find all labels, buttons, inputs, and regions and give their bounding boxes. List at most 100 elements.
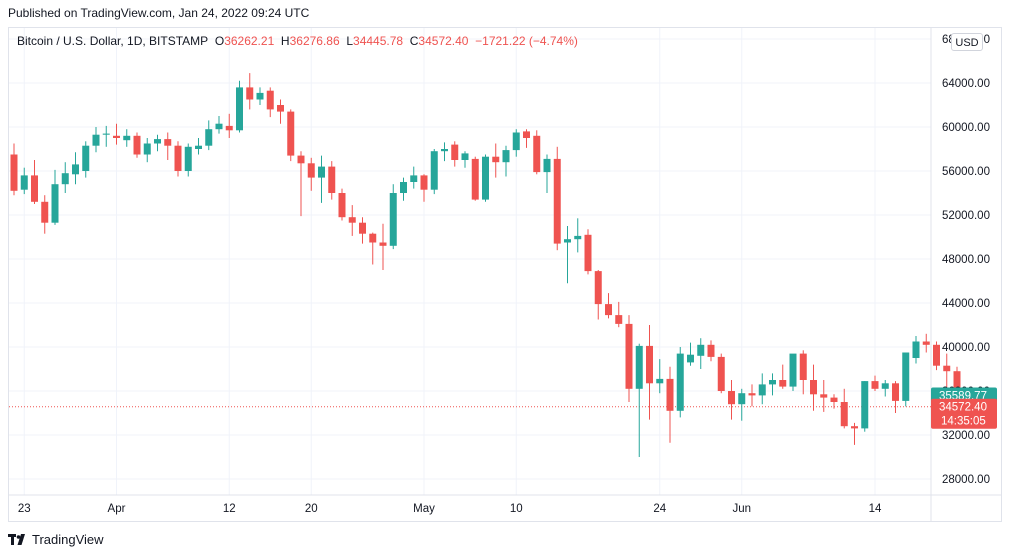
candle-body-down[interactable] — [133, 135, 141, 155]
candle-body-up[interactable] — [236, 87, 243, 131]
candle-body-up[interactable] — [635, 345, 643, 389]
x-tick-label: 23 — [18, 503, 31, 515]
candle-body-up[interactable] — [861, 381, 869, 429]
candle-body-down[interactable] — [830, 397, 838, 402]
candle-body-down[interactable] — [933, 344, 940, 366]
candle-body-down[interactable] — [922, 341, 930, 345]
currency-button[interactable]: USD — [951, 33, 983, 51]
candle-body-down[interactable] — [728, 391, 735, 405]
candle-body-down[interactable] — [707, 344, 715, 357]
last-close-tag-label: 34572.40 — [939, 402, 987, 414]
candle-body-down[interactable] — [646, 345, 653, 384]
candle-body-down[interactable] — [379, 242, 387, 246]
candle-body-up[interactable] — [205, 129, 213, 146]
footer-brand[interactable]: TradingView — [8, 532, 104, 547]
candle-body-up[interactable] — [758, 384, 766, 396]
candle-body-up[interactable] — [318, 166, 325, 178]
candle-body-down[interactable] — [605, 304, 612, 316]
candle-body-down[interactable] — [338, 193, 346, 218]
candle-body-up[interactable] — [543, 158, 551, 173]
candle-body-up[interactable] — [512, 132, 520, 151]
candle-body-down[interactable] — [594, 271, 602, 305]
candle-body-up[interactable] — [410, 175, 418, 182]
candle-body-down[interactable] — [533, 135, 541, 173]
candle-body-down[interactable] — [164, 139, 172, 146]
candle-body-up[interactable] — [389, 193, 397, 246]
candle-body-down[interactable] — [420, 175, 428, 190]
candle-body-up[interactable] — [687, 354, 694, 363]
candle-body-down[interactable] — [225, 125, 233, 131]
candle-body-up[interactable] — [482, 156, 489, 200]
candle-body-down[interactable] — [266, 90, 274, 110]
candle-body-down[interactable] — [820, 394, 828, 398]
candle-body-down[interactable] — [892, 383, 899, 401]
candle-body-up[interactable] — [102, 133, 110, 135]
candle-body-down[interactable] — [31, 175, 38, 202]
candle-body-down[interactable] — [277, 105, 284, 112]
candle-body-down[interactable] — [840, 402, 848, 427]
candle-body-down[interactable] — [779, 380, 787, 387]
candle-body-down[interactable] — [328, 166, 336, 193]
candle-body-down[interactable] — [523, 131, 530, 138]
x-tick-label: Apr — [108, 503, 126, 515]
candle-body-down[interactable] — [810, 380, 817, 395]
candle-body-up[interactable] — [400, 182, 407, 193]
candle-body-up[interactable] — [461, 153, 469, 160]
candle-body-up[interactable] — [912, 341, 920, 359]
candle-body-up[interactable] — [92, 134, 100, 146]
candle-body-down[interactable] — [41, 201, 49, 223]
candle-body-up[interactable] — [61, 173, 69, 185]
candle-body-up[interactable] — [564, 239, 571, 243]
candle-body-up[interactable] — [902, 352, 910, 401]
candle-body-down[interactable] — [113, 135, 120, 138]
countdown-label: 14:35:05 — [941, 416, 986, 428]
candle-body-down[interactable] — [615, 315, 623, 324]
candle-body-down[interactable] — [943, 365, 951, 372]
candle-body-down[interactable] — [717, 356, 725, 391]
candle-body-down[interactable] — [748, 393, 756, 396]
candle-body-up[interactable] — [154, 139, 161, 144]
candle-body-down[interactable] — [851, 426, 858, 429]
candle-body-down[interactable] — [10, 154, 18, 191]
candle-body-down[interactable] — [297, 155, 305, 164]
candle-body-up[interactable] — [184, 146, 192, 171]
candle-body-up[interactable] — [123, 135, 131, 141]
candle-body-up[interactable] — [574, 235, 582, 240]
candle-body-down[interactable] — [307, 163, 315, 178]
candle-body-down[interactable] — [348, 217, 356, 223]
candle-body-up[interactable] — [195, 145, 202, 149]
candle-body-up[interactable] — [51, 184, 59, 223]
candle-body-up[interactable] — [676, 353, 684, 411]
candle-body-up[interactable] — [72, 164, 79, 175]
candle-body-down[interactable] — [174, 145, 182, 171]
candle-body-down[interactable] — [799, 353, 807, 380]
candle-body-up[interactable] — [502, 150, 510, 163]
candle-body-down[interactable] — [451, 144, 459, 160]
candle-body-down[interactable] — [287, 111, 295, 156]
candle-body-down[interactable] — [471, 158, 479, 200]
candle-body-down[interactable] — [359, 222, 366, 234]
candle-body-up[interactable] — [738, 393, 746, 405]
candle-body-down[interactable] — [625, 323, 633, 389]
candle-body-up[interactable] — [143, 143, 151, 155]
candle-body-up[interactable] — [430, 151, 438, 190]
candle-body-up[interactable] — [697, 344, 705, 356]
candle-body-up[interactable] — [215, 123, 223, 130]
candle-body-down[interactable] — [492, 156, 500, 163]
candle-body-up[interactable] — [881, 383, 889, 389]
candle-body-down[interactable] — [871, 381, 879, 389]
candle-body-down[interactable] — [666, 378, 674, 411]
candle-body-up[interactable] — [656, 378, 664, 384]
candle-body-down[interactable] — [369, 233, 377, 243]
candle-body-up[interactable] — [441, 149, 448, 152]
candle-body-down[interactable] — [553, 158, 561, 244]
candle-body-down[interactable] — [246, 87, 254, 100]
candle-body-up[interactable] — [789, 353, 797, 387]
candle-body-down[interactable] — [953, 371, 961, 396]
candle-body-down[interactable] — [584, 234, 592, 272]
candle-body-up[interactable] — [256, 92, 264, 100]
candle-body-up[interactable] — [20, 175, 28, 190]
candle-body-up[interactable] — [769, 380, 776, 385]
candle-body-up[interactable] — [82, 145, 90, 171]
